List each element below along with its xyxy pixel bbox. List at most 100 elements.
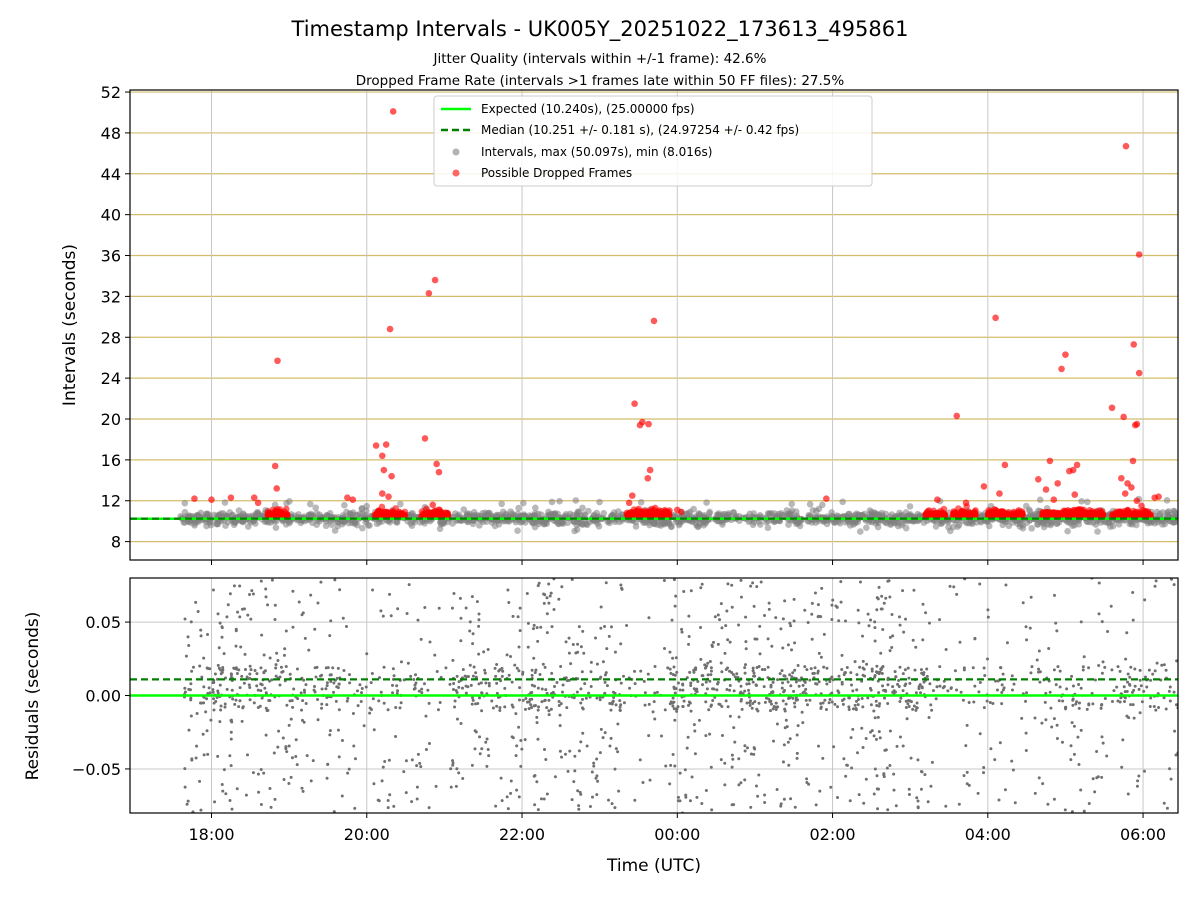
residual-point xyxy=(924,611,928,615)
residual-point xyxy=(897,679,901,683)
legend-intervals-swatch xyxy=(452,148,460,156)
interval-point xyxy=(1023,502,1030,510)
residual-point xyxy=(216,754,220,758)
residual-point xyxy=(477,612,481,616)
residual-point xyxy=(1003,788,1007,792)
residual-point xyxy=(471,696,475,700)
residual-point xyxy=(907,787,911,791)
residual-point xyxy=(775,788,779,792)
residual-point xyxy=(1004,583,1008,587)
residual-point xyxy=(595,793,599,797)
residual-point xyxy=(264,595,268,599)
residual-point xyxy=(390,683,394,687)
residual-point xyxy=(1040,721,1044,725)
residual-point xyxy=(688,701,692,705)
residual-point xyxy=(535,721,539,725)
dropped-frame-outlier xyxy=(1138,502,1145,510)
residual-point xyxy=(854,699,858,703)
dropped-frame-outlier xyxy=(1121,490,1129,497)
residual-point xyxy=(498,709,502,713)
residual-point xyxy=(427,742,431,746)
residual-point xyxy=(472,665,476,669)
residual-point xyxy=(662,579,666,583)
residual-point xyxy=(708,679,712,683)
residual-point xyxy=(1167,689,1171,693)
interval-point xyxy=(1078,497,1085,505)
residual-point xyxy=(1024,625,1028,629)
residual-point xyxy=(751,669,755,673)
residual-point xyxy=(221,668,225,672)
residual-point xyxy=(207,686,211,690)
intervals-ytick-label: 28 xyxy=(101,328,121,347)
residual-point xyxy=(733,675,737,679)
residual-point xyxy=(567,636,571,640)
residual-point xyxy=(451,658,455,662)
residual-point xyxy=(613,767,617,771)
residual-point xyxy=(779,804,783,808)
residual-point xyxy=(1090,691,1094,695)
residual-point xyxy=(1055,629,1059,633)
residual-point xyxy=(965,770,969,774)
residual-point xyxy=(220,625,224,629)
dropped-frame-outlier xyxy=(1042,486,1050,493)
residual-point xyxy=(671,656,675,660)
residual-point xyxy=(647,734,651,738)
residual-point xyxy=(998,741,1002,745)
residual-point xyxy=(1070,810,1074,813)
residual-point xyxy=(655,690,659,694)
residual-point xyxy=(1169,578,1173,581)
residual-point xyxy=(413,683,417,687)
residual-point xyxy=(368,711,372,715)
residual-point xyxy=(882,773,886,777)
residual-point xyxy=(1133,667,1137,671)
residual-point xyxy=(325,703,329,707)
residual-point xyxy=(1126,672,1130,676)
residual-point xyxy=(532,623,536,627)
residual-point xyxy=(536,639,540,643)
dropped-frame-point xyxy=(444,512,452,519)
residual-point xyxy=(196,609,200,613)
interval-point xyxy=(515,504,522,512)
interval-point xyxy=(1028,525,1036,532)
residual-point xyxy=(457,685,461,689)
residual-point xyxy=(872,792,876,796)
residual-point xyxy=(225,687,229,691)
residual-point xyxy=(704,680,708,684)
residual-point xyxy=(235,787,239,791)
residual-point xyxy=(473,747,477,751)
residual-point xyxy=(246,753,250,757)
residual-point xyxy=(1116,665,1120,669)
interval-point xyxy=(1097,519,1105,526)
residual-point xyxy=(1063,808,1067,812)
residual-point xyxy=(797,684,801,688)
residual-point xyxy=(870,667,874,671)
residual-point xyxy=(320,706,324,710)
residual-point xyxy=(545,631,549,635)
residual-point xyxy=(788,737,792,741)
residual-point xyxy=(1101,660,1105,664)
residual-point xyxy=(245,675,249,679)
residual-point xyxy=(693,729,697,733)
interval-point xyxy=(566,510,574,518)
interval-point xyxy=(1094,528,1101,535)
residual-point xyxy=(604,581,608,585)
residual-point xyxy=(542,601,546,605)
dropped-frame-outlier xyxy=(344,494,351,501)
residual-point xyxy=(978,732,982,736)
residual-point xyxy=(886,683,890,687)
residual-point xyxy=(709,666,713,670)
residual-point xyxy=(581,697,585,701)
residual-point xyxy=(455,717,459,721)
residual-point xyxy=(273,797,277,801)
residual-point xyxy=(448,682,452,686)
residual-point xyxy=(565,706,569,710)
residual-point xyxy=(314,675,318,679)
interval-point xyxy=(1026,508,1034,515)
residual-point xyxy=(1052,717,1056,721)
dropped-frame-outlier xyxy=(1135,369,1143,377)
residual-point xyxy=(313,627,317,631)
residual-point xyxy=(372,728,376,732)
residual-point xyxy=(672,687,676,691)
residual-point xyxy=(1093,790,1097,794)
residual-point xyxy=(471,698,475,702)
